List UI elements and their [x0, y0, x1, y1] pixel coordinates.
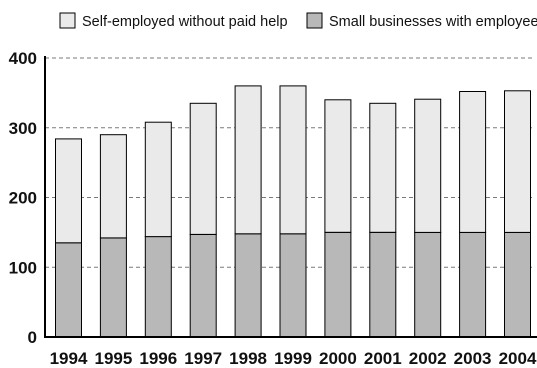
x-tick-label: 1999	[274, 349, 312, 368]
bar-segment-small-businesses	[189, 234, 217, 338]
bar-segment-small-businesses	[369, 231, 397, 338]
bar-segment-self-employed	[459, 91, 487, 233]
bar-segment-small-businesses	[144, 236, 172, 338]
bar-segment-self-employed	[55, 138, 82, 244]
x-tick-label: 2000	[319, 349, 357, 368]
x-tick-label: 1998	[229, 349, 267, 368]
bar-segment-self-employed	[324, 99, 352, 233]
x-tick-label: 2002	[409, 349, 447, 368]
bar-segment-small-businesses	[459, 231, 487, 338]
bar-segment-small-businesses	[99, 237, 127, 338]
bar-segment-small-businesses	[234, 233, 262, 338]
x-tick-label: 2003	[454, 349, 492, 368]
legend-label-small-businesses: Small businesses with employees	[329, 14, 537, 30]
bar-segment-small-businesses	[414, 231, 442, 338]
bar-segment-self-employed	[234, 85, 262, 235]
y-tick-labels: 0 100 200 300 400	[9, 49, 37, 347]
legend-label-self-employed: Self-employed without paid help	[82, 14, 288, 30]
x-tick-label: 1996	[139, 349, 177, 368]
axes	[44, 56, 537, 338]
bar-segment-small-businesses	[279, 233, 307, 338]
x-tick-label: 2004	[499, 349, 537, 368]
x-tick-label: 2001	[364, 349, 402, 368]
x-tick-label: 1994	[50, 349, 88, 368]
bar-segment-small-businesses	[324, 231, 352, 338]
legend: Self-employed without paid help Small bu…	[59, 12, 537, 30]
x-tick-label: 1995	[94, 349, 132, 368]
bar-segment-self-employed	[414, 98, 442, 233]
x-tick-label: 1997	[184, 349, 222, 368]
legend-swatch-self-employed	[59, 12, 76, 29]
y-tick-label: 100	[9, 258, 37, 277]
bar-segment-self-employed	[279, 85, 307, 235]
x-tick-labels: 1994 1995 1996 1997 1998 1999 2000 2001 2002 2003…	[50, 349, 537, 368]
y-tick-label: 0	[28, 328, 37, 347]
y-tick-label: 400	[9, 49, 37, 68]
y-tick-label: 200	[9, 189, 37, 208]
bar-segment-self-employed	[99, 134, 127, 239]
bar-segment-self-employed	[189, 102, 217, 235]
bar-segment-small-businesses	[504, 231, 531, 338]
bar-segment-self-employed	[369, 102, 397, 233]
legend-swatch-small-businesses	[306, 12, 323, 29]
bar-segment-self-employed	[504, 90, 531, 233]
bars	[55, 85, 531, 338]
y-tick-label: 300	[9, 119, 37, 138]
bar-segment-small-businesses	[55, 242, 82, 338]
bar-segment-self-employed	[144, 121, 172, 238]
